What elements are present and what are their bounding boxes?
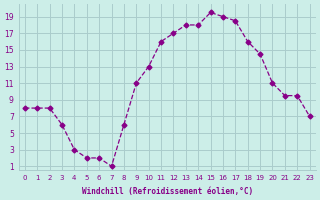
X-axis label: Windchill (Refroidissement éolien,°C): Windchill (Refroidissement éolien,°C) — [82, 187, 253, 196]
